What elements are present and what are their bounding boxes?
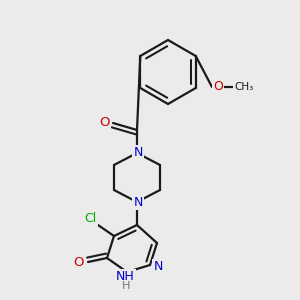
- Text: N: N: [133, 146, 143, 160]
- Text: N: N: [153, 260, 163, 274]
- Text: CH₃: CH₃: [234, 82, 254, 92]
- Text: O: O: [213, 80, 223, 94]
- Text: NH: NH: [116, 271, 134, 284]
- Text: N: N: [133, 196, 143, 208]
- Text: H: H: [122, 281, 130, 291]
- Text: O: O: [74, 256, 84, 268]
- Text: Cl: Cl: [84, 212, 96, 224]
- Text: O: O: [99, 116, 109, 130]
